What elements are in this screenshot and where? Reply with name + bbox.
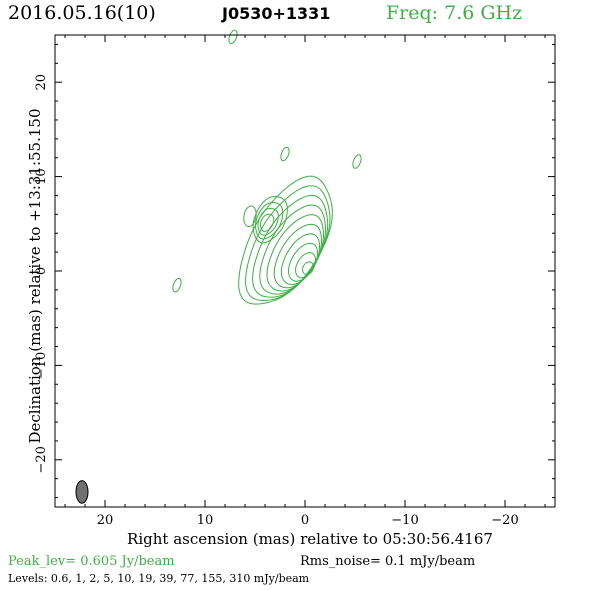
- contour-level-8: [287, 242, 318, 282]
- axis-ticks: [55, 35, 555, 507]
- rms-noise: Rms_noise= 0.1 mJy/beam: [300, 554, 476, 569]
- contour-level-9: [295, 252, 317, 279]
- y-tick-label: 20: [34, 74, 49, 91]
- y-tick-label: 10: [34, 168, 49, 185]
- knot-contour: [243, 205, 257, 227]
- x-tick-label: 20: [97, 513, 114, 528]
- beam-layer: [75, 480, 89, 504]
- contour-level-10: [302, 261, 314, 275]
- noise-blob-3: [352, 154, 362, 169]
- y-tick-label: −20: [34, 446, 49, 473]
- contour-layer: [172, 29, 362, 305]
- contour-level-4: [259, 204, 327, 295]
- x-axis-label: Right ascension (mas) relative to 05:30:…: [127, 530, 493, 548]
- contour-level-6: [273, 223, 323, 289]
- contour-level-3: [252, 194, 329, 298]
- x-tick-label: −10: [391, 513, 418, 528]
- x-tick-label: 0: [301, 513, 309, 528]
- y-tick-label: 0: [34, 267, 49, 275]
- noise-blob-1: [172, 277, 182, 293]
- y-tick-label: −10: [34, 352, 49, 379]
- contour-level-7: [280, 233, 320, 286]
- y-axis-label: Declination (mas) relative to +13:31:55.…: [26, 108, 44, 443]
- noise-blob-4: [228, 29, 238, 45]
- jet-contour-4: [259, 213, 275, 232]
- frequency-label: Freq: 7.6 GHz: [386, 2, 523, 24]
- contour-levels: Levels: 0.6, 1, 2, 5, 10, 19, 39, 77, 15…: [8, 572, 310, 585]
- restoring-beam: [75, 480, 89, 504]
- x-tick-label: −20: [491, 513, 518, 528]
- plot-frame: [54, 34, 556, 508]
- source-name: J0530+1331: [222, 4, 331, 23]
- contour-level-5: [266, 214, 325, 292]
- peak-level: Peak_lev= 0.605 Jy/beam: [8, 554, 175, 569]
- axis-tick-labels: 20 10 0 −10 −20 −20 −10 0 10 20: [34, 74, 519, 528]
- jet-contour-3: [257, 207, 279, 236]
- noise-blob-2: [280, 146, 290, 162]
- observation-date: 2016.05.16(10): [8, 2, 156, 24]
- jet-contour-2: [255, 201, 284, 240]
- x-tick-label: 10: [197, 513, 214, 528]
